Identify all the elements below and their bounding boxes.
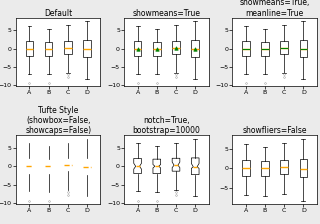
PathPatch shape — [191, 158, 199, 175]
Title: notch=True,
bootstrap=10000: notch=True, bootstrap=10000 — [132, 116, 200, 135]
PathPatch shape — [153, 159, 161, 174]
PathPatch shape — [280, 160, 288, 174]
PathPatch shape — [300, 159, 307, 177]
Title: showfliers=False: showfliers=False — [242, 126, 307, 135]
PathPatch shape — [172, 158, 180, 171]
Title: Tufte Style
(showbox=False,
showcaps=False): Tufte Style (showbox=False, showcaps=Fal… — [25, 106, 91, 135]
Title: showmeans=True,
meanline=True: showmeans=True, meanline=True — [239, 0, 310, 18]
PathPatch shape — [45, 42, 52, 56]
PathPatch shape — [191, 40, 199, 57]
PathPatch shape — [280, 41, 288, 54]
PathPatch shape — [261, 161, 269, 176]
PathPatch shape — [64, 41, 72, 54]
PathPatch shape — [242, 160, 250, 176]
Title: Default: Default — [44, 9, 72, 18]
Title: showmeans=True: showmeans=True — [132, 9, 200, 18]
PathPatch shape — [300, 40, 307, 57]
PathPatch shape — [242, 41, 250, 56]
PathPatch shape — [134, 41, 141, 56]
PathPatch shape — [261, 42, 269, 56]
PathPatch shape — [26, 41, 33, 56]
PathPatch shape — [83, 40, 91, 57]
PathPatch shape — [134, 158, 141, 174]
PathPatch shape — [172, 41, 180, 54]
PathPatch shape — [153, 42, 161, 56]
